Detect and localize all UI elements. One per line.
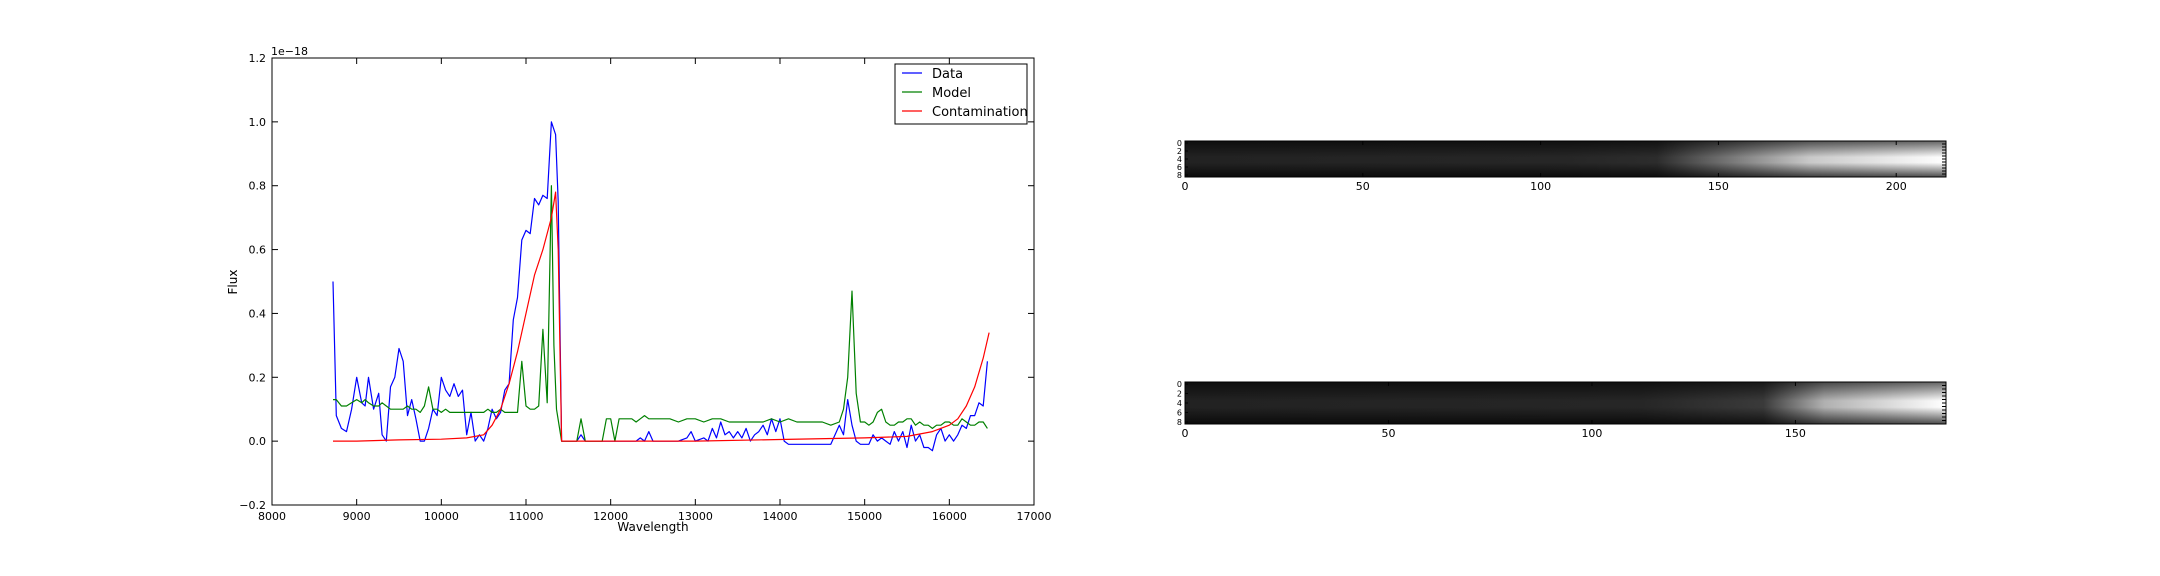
series-lines <box>332 121 990 452</box>
y-tick-label: 0.8 <box>249 180 267 193</box>
plot-area-frame <box>271 57 1035 506</box>
image-x-tick-label: 50 <box>1356 180 1370 193</box>
legend: Data Model Contamination <box>894 63 1028 125</box>
y-tick-label: 0.2 <box>249 371 267 384</box>
x-tick-label: 17000 <box>1017 510 1052 523</box>
image-bottom-x-ticks: 0 50 100 150 <box>1182 382 1806 440</box>
legend-box <box>894 63 1028 125</box>
y-tick-label: 0.0 <box>249 435 267 448</box>
spectrum-line-chart: 1e−18 8000 9000 10000 11000 12000 13000 14000 1… <box>226 45 1052 534</box>
image-y-tick-label: 4 <box>1177 155 1182 164</box>
image-top-x-ticks: 0 50 100 150 200 <box>1182 141 1907 193</box>
image-x-tick-label: 100 <box>1581 427 1602 440</box>
y-tick-label: −0.2 <box>239 499 266 512</box>
x-tick-label: 16000 <box>932 510 967 523</box>
x-tick-label: 14000 <box>763 510 798 523</box>
image-y-tick-label: 6 <box>1177 163 1182 172</box>
x-tick-label: 8000 <box>258 510 286 523</box>
image-x-tick-label: 50 <box>1381 427 1395 440</box>
image-y-tick-label: 2 <box>1177 390 1182 399</box>
image-y-tick-label: 6 <box>1177 409 1182 418</box>
image-x-tick-label: 150 <box>1785 427 1806 440</box>
y-tick-label: 0.6 <box>249 244 267 257</box>
y-tick-label: 1.0 <box>249 116 267 129</box>
image-bottom-shading <box>1185 382 1946 424</box>
image-y-tick-label: 8 <box>1177 171 1182 180</box>
y-axis-label: Flux <box>226 270 240 295</box>
model-series-line <box>333 185 988 442</box>
x-tick-label: 15000 <box>847 510 882 523</box>
image-x-tick-label: 0 <box>1182 180 1189 193</box>
legend-label-contamination: Contamination <box>932 105 1028 120</box>
image-y-tick-label: 8 <box>1177 418 1182 427</box>
image-y-tick-label: 4 <box>1177 399 1182 408</box>
x-tick-label: 13000 <box>678 510 713 523</box>
image-y-tick-label: 0 <box>1177 139 1182 148</box>
x-tick-label: 10000 <box>424 510 459 523</box>
legend-label-model: Model <box>932 86 971 101</box>
x-tick-label: 9000 <box>343 510 371 523</box>
legend-label-data: Data <box>932 67 963 82</box>
image-x-tick-label: 150 <box>1708 180 1729 193</box>
image-top-shading <box>1185 141 1946 177</box>
x-axis-ticks: 8000 9000 10000 11000 12000 13000 14000 15000 16… <box>258 58 1052 523</box>
y-tick-label: 1.2 <box>249 52 267 65</box>
image-y-tick-label: 0 <box>1177 380 1182 389</box>
x-axis-label: Wavelength <box>617 520 688 534</box>
image-x-tick-label: 200 <box>1886 180 1907 193</box>
x-tick-label: 11000 <box>509 510 544 523</box>
y-tick-label: 0.4 <box>249 307 267 320</box>
y-exponent-label: 1e−18 <box>271 45 308 58</box>
image-x-tick-label: 0 <box>1182 427 1189 440</box>
x-tick-label: 12000 <box>593 510 628 523</box>
y-axis-ticks: −0.2 0.0 0.2 0.4 0.6 0.8 1.0 1.2 <box>239 52 1034 512</box>
image-y-tick-label: 2 <box>1177 147 1182 156</box>
image-x-tick-label: 100 <box>1530 180 1551 193</box>
contamination-series-line <box>333 191 990 442</box>
